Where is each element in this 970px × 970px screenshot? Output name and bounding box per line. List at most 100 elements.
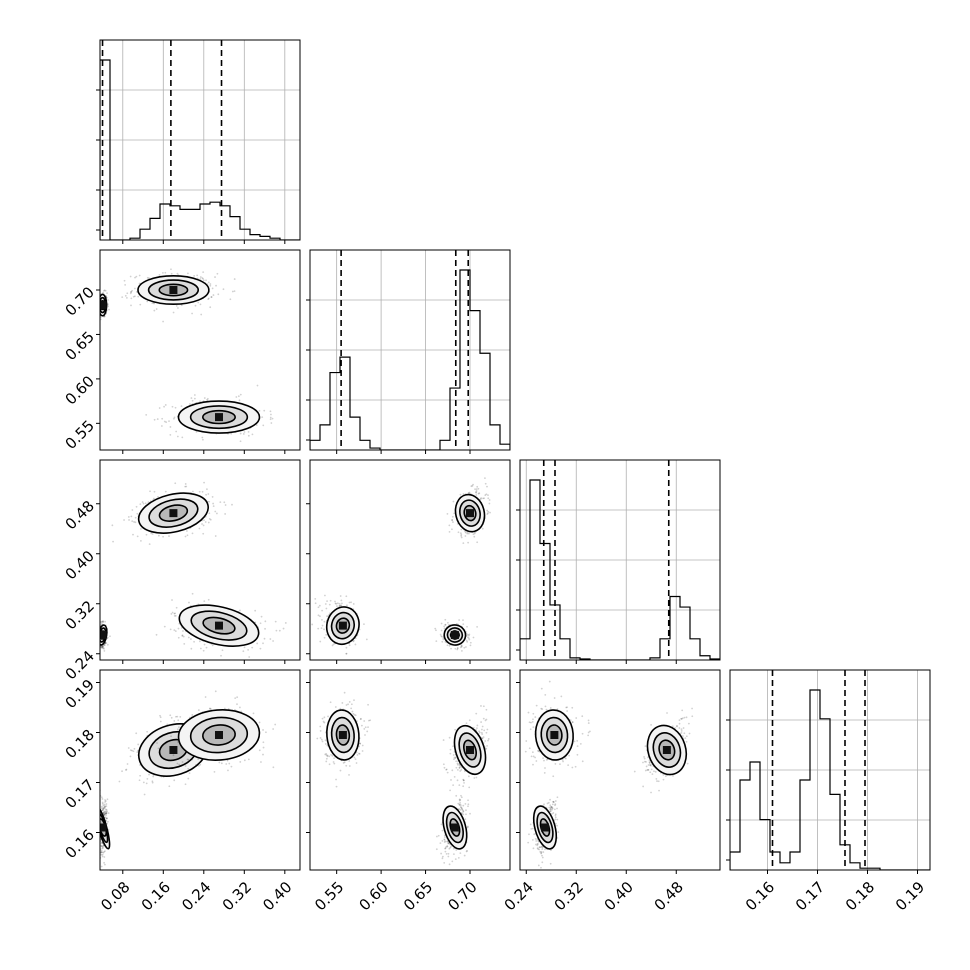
sample-dot	[247, 434, 250, 437]
sample-dot	[136, 512, 139, 515]
sample-dot	[247, 758, 250, 761]
sample-dot	[187, 777, 190, 780]
sample-dot	[94, 642, 96, 644]
y-tick-label: 0.65	[62, 328, 98, 364]
sample-dot	[445, 768, 448, 771]
sample-dot	[171, 405, 174, 408]
sample-dot	[459, 532, 462, 535]
sample-dot	[447, 624, 450, 626]
sample-dot	[98, 298, 100, 300]
sample-dot	[485, 731, 488, 734]
sample-dot	[197, 758, 200, 761]
sample-dot	[344, 661, 346, 663]
sample-dot	[171, 599, 173, 601]
sample-dot	[459, 802, 462, 804]
sample-dot	[216, 512, 218, 515]
sample-dot	[126, 292, 129, 295]
sample-dot	[455, 849, 458, 851]
sample-dot	[447, 855, 450, 858]
sample-dot	[462, 619, 464, 622]
sample-dot	[214, 690, 217, 693]
sample-dot	[318, 604, 321, 607]
sample-dot	[100, 645, 103, 648]
sample-dot	[145, 782, 148, 785]
y-tick-label: 0.18	[62, 726, 98, 762]
sample-dot	[103, 811, 106, 814]
sample-dot	[150, 532, 153, 535]
sample-dot	[323, 620, 326, 623]
sample-dot	[121, 770, 123, 773]
sample-dot	[138, 282, 141, 285]
sample-dot	[138, 274, 141, 277]
sample-dot	[191, 490, 194, 493]
sample-dot	[101, 853, 104, 856]
sample-dot	[102, 647, 105, 650]
sample-dot	[202, 532, 205, 535]
sample-dot	[184, 765, 187, 767]
sample-dot	[264, 627, 266, 630]
sample-dot	[454, 647, 457, 650]
sample-dot	[462, 623, 465, 626]
sample-dot	[439, 842, 442, 845]
sample-dot	[334, 602, 337, 605]
sample-dot	[262, 753, 264, 756]
sample-dot	[459, 798, 462, 801]
sample-dot	[210, 296, 213, 298]
sample-dot	[97, 842, 99, 844]
sample-dot	[474, 488, 476, 491]
sample-dot	[256, 642, 259, 645]
sample-dot	[170, 613, 173, 615]
panel-frame	[99, 249, 301, 451]
sample-dot	[137, 743, 140, 746]
sample-dot	[188, 772, 191, 775]
sample-dot	[239, 432, 242, 435]
sample-dot	[263, 637, 266, 640]
sample-dot	[460, 645, 463, 647]
sample-dot	[463, 854, 466, 857]
sample-dot	[97, 302, 99, 304]
sample-dot	[449, 846, 452, 849]
sample-dot	[151, 780, 154, 783]
sample-dot	[236, 696, 239, 699]
density-peak	[466, 509, 474, 518]
sample-dot	[135, 732, 138, 735]
sample-dot	[97, 304, 99, 306]
sample-dot	[182, 635, 185, 638]
sample-dot	[448, 863, 451, 866]
sample-dot	[147, 501, 150, 504]
sample-dot	[448, 736, 451, 739]
sample-dot	[168, 420, 170, 423]
sample-dot	[98, 646, 100, 648]
sample-dot	[204, 521, 207, 523]
sample-dot	[209, 283, 212, 285]
sample-dot	[103, 861, 106, 864]
sample-dot	[243, 646, 246, 649]
sample-dot	[458, 798, 461, 801]
sample-dot	[98, 634, 100, 636]
x-tick-label: 0.40	[259, 878, 295, 914]
sample-dot	[175, 430, 178, 433]
sample-dot	[225, 763, 228, 765]
sample-dot	[340, 604, 342, 607]
sample-dot	[151, 533, 154, 535]
sample-dot	[271, 417, 274, 420]
sample-dot	[213, 770, 216, 773]
sample-dot	[98, 304, 100, 306]
sample-dot	[462, 810, 465, 813]
sample-dot	[224, 504, 227, 506]
sample-dot	[101, 841, 103, 844]
sample-dot	[102, 620, 104, 623]
sample-dot	[134, 276, 136, 279]
sample-dot	[183, 642, 186, 645]
sample-dot	[255, 424, 258, 427]
sample-dot	[106, 292, 108, 295]
sample-dot	[137, 295, 140, 298]
sample-dot	[326, 600, 328, 603]
sample-dot	[467, 492, 470, 494]
sample-dot	[467, 803, 470, 806]
sample-dot	[465, 639, 468, 642]
sample-dot	[243, 431, 246, 433]
sample-dot	[265, 731, 267, 734]
sample-dot	[106, 636, 109, 639]
sample-dot	[193, 640, 195, 643]
